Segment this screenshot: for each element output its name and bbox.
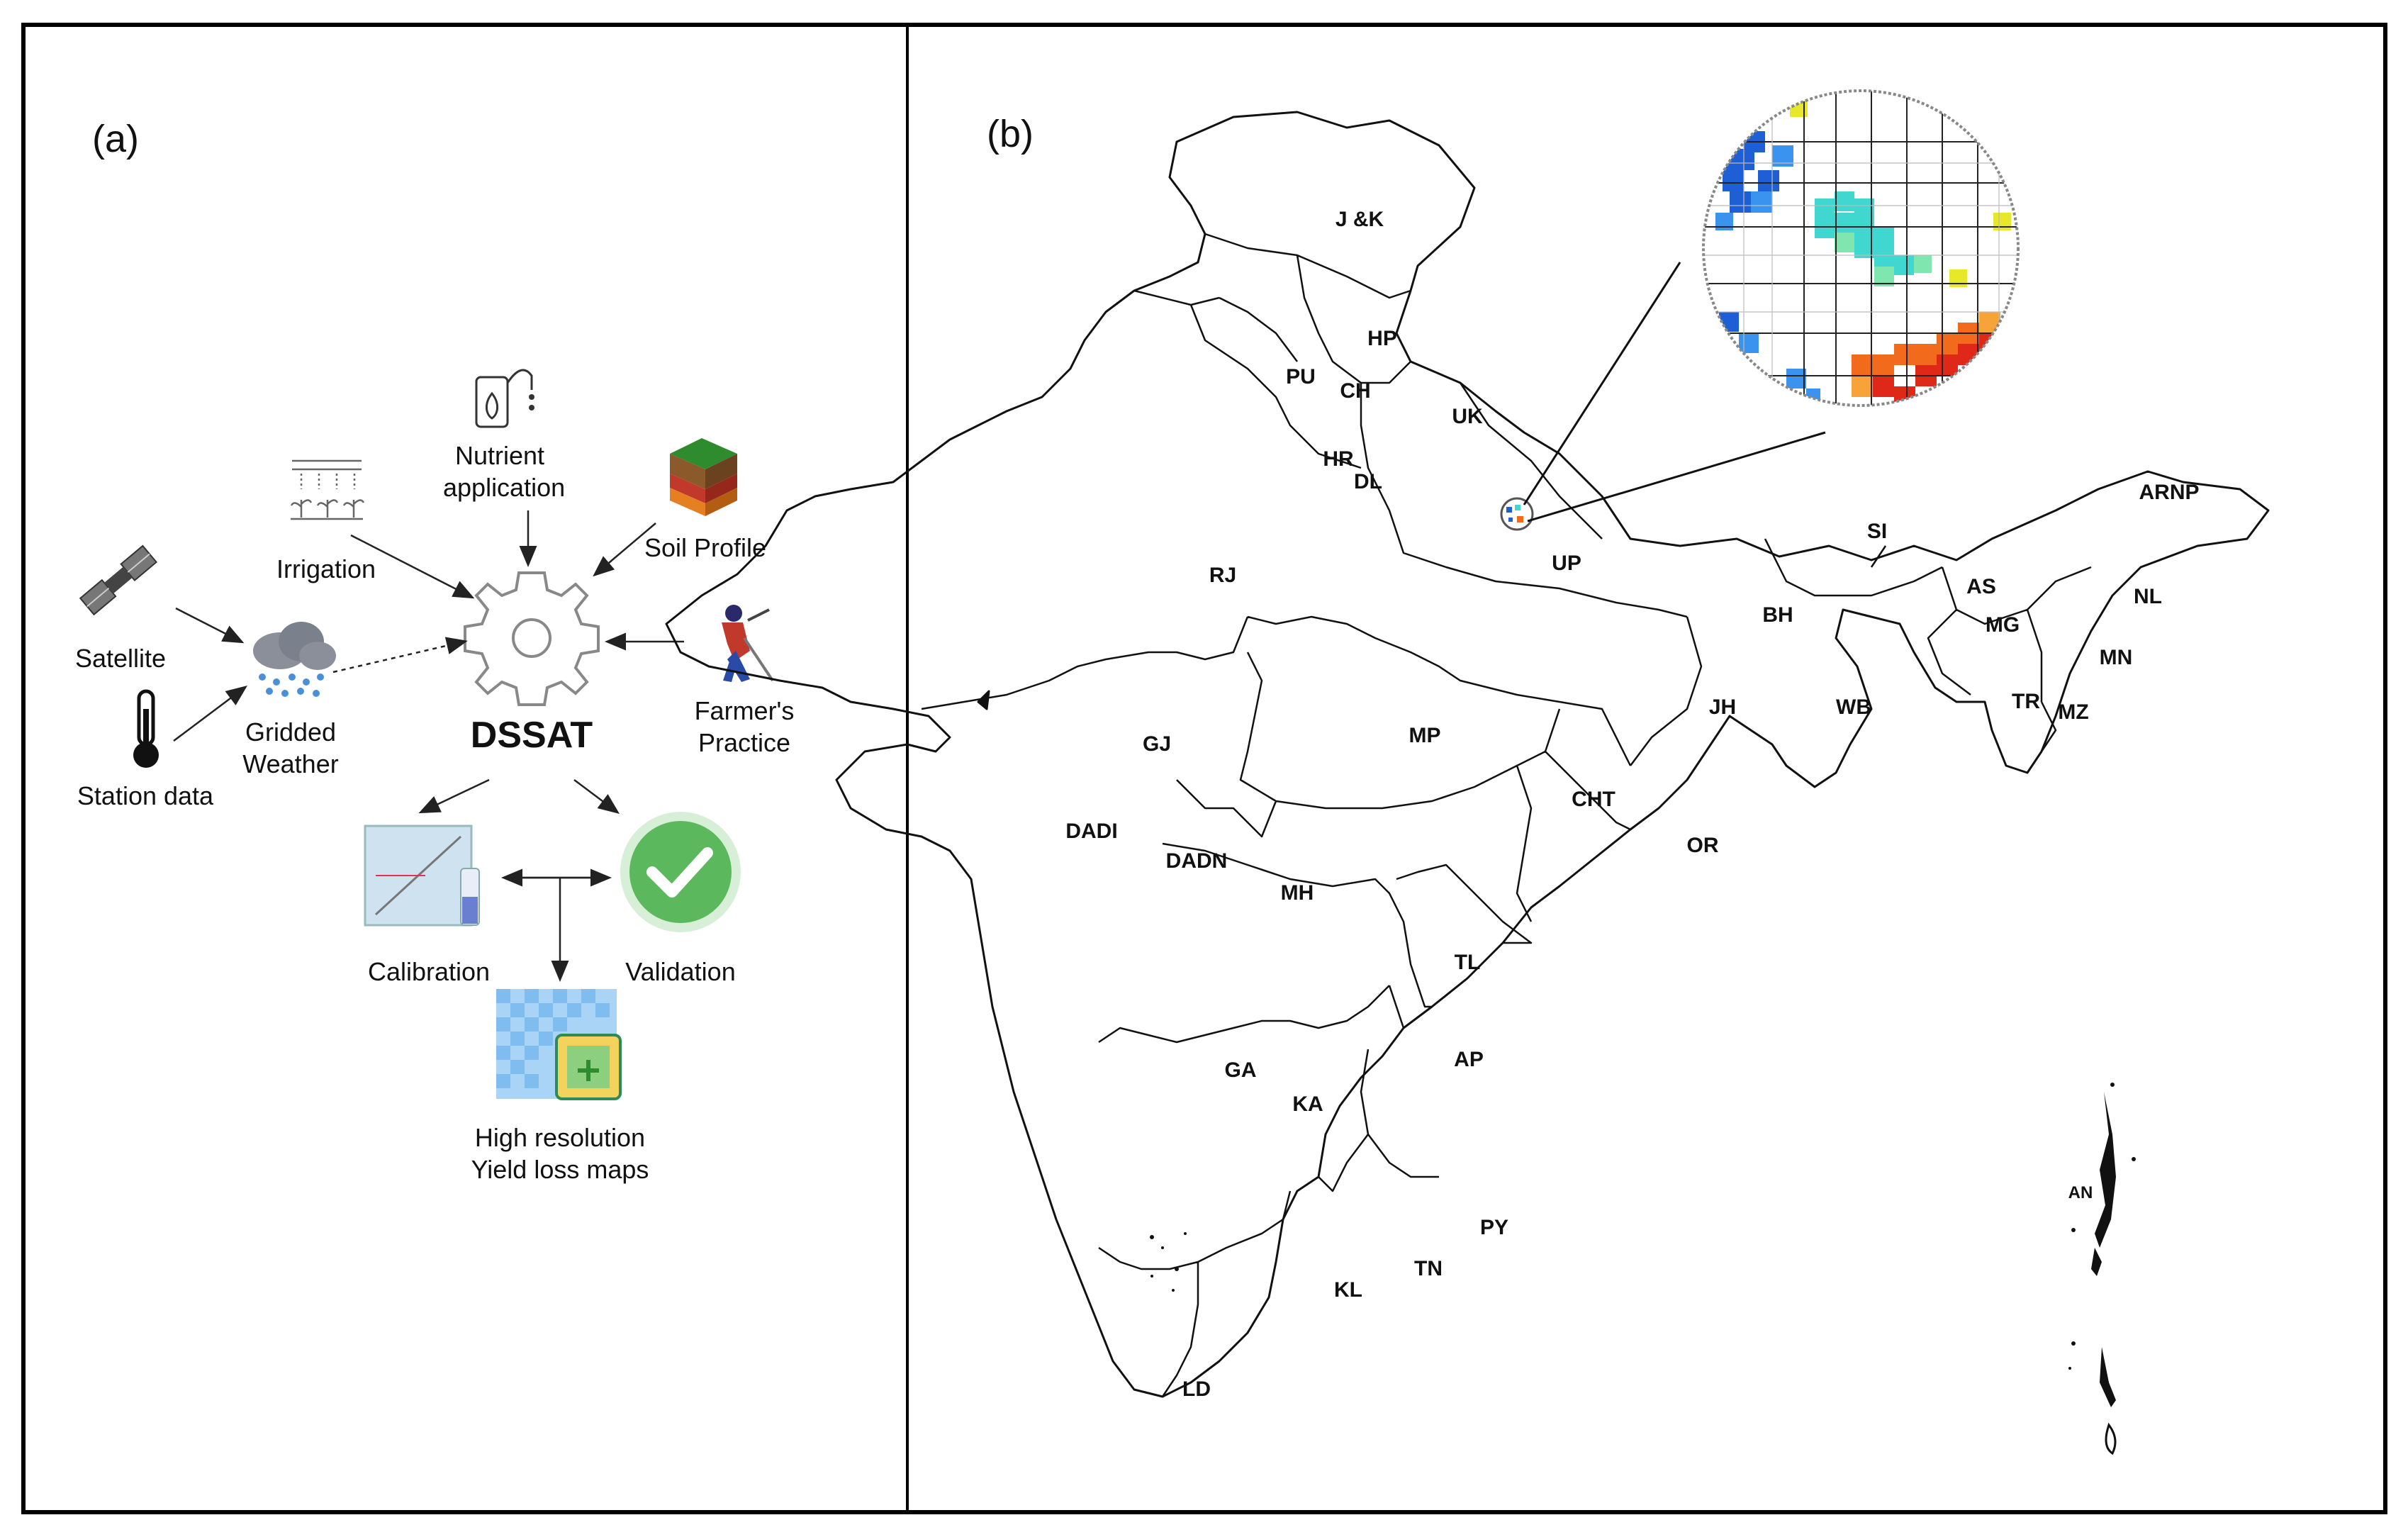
station-data-label: Station data: [77, 781, 214, 810]
state-label-uk: UK: [1452, 405, 1483, 428]
state-label-mz: MZ: [2058, 700, 2089, 724]
state-label-kl: KL: [1334, 1278, 1362, 1302]
state-label-jh: JH: [1708, 695, 1737, 719]
calibration-chart-icon: [364, 825, 480, 927]
soil-profile-label: Soil Profile: [644, 533, 767, 562]
irrigation-label: Irrigation: [276, 554, 376, 583]
validation-check-icon: [620, 812, 741, 932]
state-label-pu: PU: [1286, 365, 1316, 389]
panel-divider: [906, 23, 909, 1514]
check-circle: [629, 821, 732, 923]
panel-b-label: (b): [987, 113, 1034, 155]
state-label-up: UP: [1552, 552, 1581, 575]
gridded-weather-label: Gridded Weather: [242, 717, 339, 778]
state-label-jk: J &K: [1335, 208, 1384, 231]
state-label-mp: MP: [1409, 724, 1441, 747]
rain-cloud-icon: [253, 622, 336, 697]
yield-maps-label: High resolution Yield loss maps: [471, 1123, 649, 1184]
state-label-ga: GA: [1224, 1058, 1257, 1082]
dssat-gear-icon: [464, 571, 600, 706]
satellite-label: Satellite: [74, 644, 167, 673]
state-label-mg: MG: [1985, 613, 2020, 637]
dssat-label: DSSAT: [470, 715, 593, 756]
panel-a-graphics: [79, 369, 774, 1100]
irrigation-sprinkler-icon: [290, 459, 365, 520]
nutrient-label: Nutrient application: [443, 441, 566, 502]
state-borders: [921, 233, 2092, 1397]
panel-a-label: (a): [92, 118, 139, 160]
state-label-hr: HR: [1323, 447, 1354, 471]
state-label-ka: KA: [1292, 1092, 1323, 1116]
state-label-arnp: ARNP: [2139, 481, 2200, 504]
state-label-dadi: DADI: [1065, 820, 1118, 843]
india-outline: [665, 111, 2270, 1398]
study-site-marker: [1500, 497, 1534, 531]
state-label-hp: HP: [1367, 327, 1397, 350]
state-label-mn: MN: [2099, 646, 2133, 669]
yield-map-icon: [496, 989, 622, 1100]
small-island: [2105, 1422, 2117, 1455]
state-label-ch: CH: [1340, 379, 1371, 403]
satellite-icon: [79, 544, 158, 616]
state-label-tn: TN: [1414, 1257, 1443, 1280]
state-label-tl: TL: [1454, 951, 1481, 974]
state-label-dl: DL: [1354, 470, 1382, 493]
state-label-ld: LD: [1182, 1377, 1211, 1401]
state-label-or: OR: [1686, 834, 1719, 857]
islands: [1150, 1083, 2136, 1407]
state-label-dadn: DADN: [1165, 849, 1228, 873]
state-label-si: SI: [1866, 520, 1888, 543]
farmers-practice-label: Farmer's Practice: [694, 696, 795, 757]
thermometer-icon: [133, 689, 159, 768]
state-label-wb: WB: [1836, 695, 1871, 719]
state-label-py: PY: [1479, 1216, 1509, 1239]
study-site-marker-colors: [1506, 505, 1523, 522]
state-label-bh: BH: [1762, 603, 1793, 627]
state-label-nl: NL: [2134, 585, 2162, 608]
state-label-as: AS: [1966, 575, 1996, 598]
figure-frame: [21, 23, 2387, 1514]
state-label-gj: GJ: [1142, 732, 1172, 756]
state-label-rj: RJ: [1209, 564, 1237, 587]
nutrient-tank-icon: [475, 369, 534, 428]
state-label-ap: AP: [1454, 1048, 1484, 1071]
state-label-mh: MH: [1280, 881, 1314, 905]
soil-profile-icon: [670, 438, 737, 516]
state-label-cht: CHT: [1572, 788, 1615, 811]
calibration-label: Calibration: [367, 957, 491, 986]
state-label-an: AN: [2068, 1183, 2093, 1202]
workflow-arrows: [173, 510, 684, 982]
state-label-tr: TR: [2012, 690, 2040, 713]
validation-label: Validation: [625, 957, 736, 986]
